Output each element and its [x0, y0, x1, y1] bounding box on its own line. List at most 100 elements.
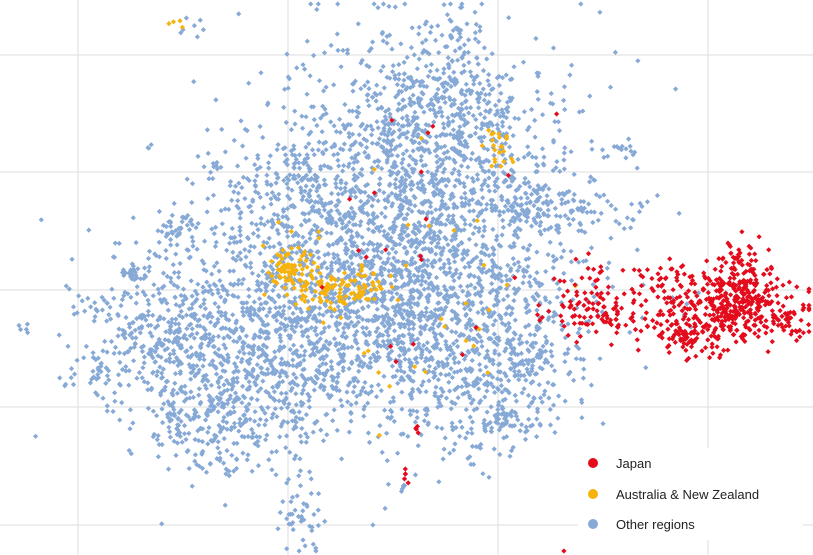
- point-other-regions: [430, 326, 436, 332]
- point-other-regions: [130, 420, 136, 426]
- point-other-regions: [388, 235, 394, 241]
- point-other-regions: [359, 364, 365, 370]
- point-other-regions: [272, 299, 278, 305]
- point-other-regions: [139, 375, 145, 381]
- point-other-regions: [435, 240, 441, 246]
- point-other-regions: [537, 223, 543, 229]
- point-other-regions: [161, 316, 167, 322]
- point-other-regions: [483, 108, 489, 114]
- point-other-regions: [369, 127, 376, 133]
- point-other-regions: [244, 373, 250, 379]
- point-other-regions: [356, 110, 362, 116]
- point-other-regions: [398, 368, 404, 374]
- point-other-regions: [568, 248, 574, 254]
- point-other-regions: [412, 260, 418, 266]
- point-other-regions: [542, 359, 548, 366]
- point-other-regions: [243, 155, 249, 161]
- point-other-regions: [104, 403, 110, 409]
- point-other-regions: [505, 104, 511, 110]
- point-other-regions: [498, 424, 504, 430]
- point-other-regions: [206, 176, 212, 182]
- point-other-regions: [412, 128, 418, 134]
- point-other-regions: [354, 159, 360, 165]
- point-other-regions: [301, 316, 307, 322]
- point-other-regions: [551, 309, 557, 315]
- point-other-regions: [476, 265, 482, 271]
- point-other-regions: [306, 191, 312, 197]
- point-other-regions: [559, 196, 565, 203]
- point-other-regions: [364, 317, 370, 323]
- point-other-regions: [394, 82, 400, 88]
- point-other-regions: [314, 122, 320, 129]
- point-other-regions: [494, 385, 501, 391]
- point-other-regions: [305, 315, 311, 321]
- point-other-regions: [452, 401, 458, 407]
- point-other-regions: [448, 18, 454, 24]
- point-other-regions: [317, 384, 323, 390]
- point-other-regions: [508, 350, 514, 356]
- point-other-regions: [509, 244, 515, 250]
- point-other-regions: [433, 274, 440, 281]
- point-other-regions: [329, 313, 335, 319]
- point-other-regions: [442, 435, 448, 441]
- point-other-regions: [527, 332, 533, 338]
- point-other-regions: [366, 86, 372, 92]
- point-other-regions: [351, 378, 357, 384]
- point-other-regions: [403, 168, 409, 174]
- point-other-regions: [310, 104, 317, 110]
- point-other-regions: [419, 78, 425, 84]
- point-other-regions: [298, 249, 304, 255]
- point-other-regions: [112, 344, 119, 350]
- point-other-regions: [203, 469, 210, 475]
- point-other-regions: [306, 210, 312, 216]
- point-other-regions: [211, 263, 217, 269]
- point-other-regions: [413, 231, 419, 237]
- point-other-regions: [386, 315, 392, 321]
- point-australia-new-zealand: [299, 266, 305, 272]
- point-other-regions: [238, 423, 244, 429]
- point-other-regions: [468, 426, 474, 432]
- point-other-regions: [378, 223, 384, 229]
- point-other-regions: [310, 183, 316, 189]
- point-other-regions: [475, 199, 481, 205]
- point-other-regions: [340, 368, 346, 374]
- point-other-regions: [236, 428, 242, 434]
- point-other-regions: [300, 367, 306, 373]
- point-other-regions: [221, 401, 227, 407]
- point-other-regions: [355, 151, 361, 157]
- point-other-regions: [303, 439, 309, 445]
- point-other-regions: [193, 413, 199, 420]
- point-other-regions: [425, 103, 431, 109]
- point-other-regions: [331, 123, 337, 129]
- point-other-regions: [145, 308, 151, 314]
- point-other-regions: [531, 218, 538, 224]
- point-other-regions: [218, 208, 224, 214]
- point-other-regions: [428, 280, 434, 286]
- point-other-regions: [532, 117, 538, 123]
- point-other-regions: [213, 97, 219, 103]
- point-other-regions: [461, 117, 467, 123]
- point-other-regions: [239, 185, 245, 191]
- point-other-regions: [266, 235, 272, 241]
- point-other-regions: [543, 357, 549, 363]
- point-other-regions: [170, 387, 176, 393]
- point-other-regions: [240, 309, 246, 315]
- point-other-regions: [243, 254, 249, 260]
- point-other-regions: [234, 318, 240, 324]
- point-other-regions: [412, 203, 418, 209]
- point-other-regions: [318, 274, 324, 280]
- point-other-regions: [410, 140, 416, 146]
- point-other-regions: [333, 180, 339, 187]
- point-other-regions: [126, 368, 132, 374]
- point-other-regions: [526, 348, 532, 354]
- point-other-regions: [476, 351, 482, 357]
- point-other-regions: [203, 268, 209, 274]
- point-other-regions: [401, 131, 408, 137]
- point-other-regions: [112, 240, 118, 246]
- point-other-regions: [480, 233, 486, 239]
- point-other-regions: [194, 323, 200, 329]
- point-other-regions: [201, 267, 207, 273]
- point-other-regions: [606, 260, 612, 266]
- point-other-regions: [421, 148, 427, 154]
- point-other-regions: [502, 160, 508, 166]
